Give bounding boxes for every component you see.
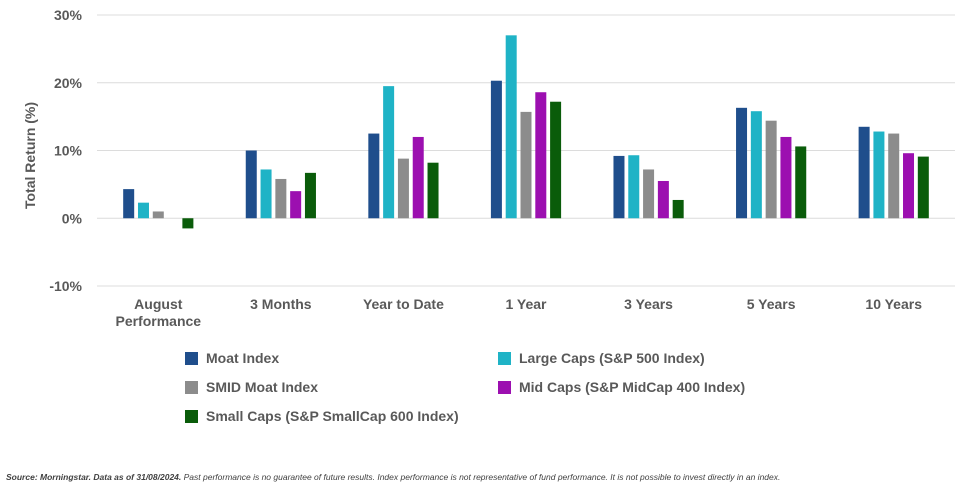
legend-swatch (498, 380, 511, 394)
bar (672, 199, 684, 219)
bar (427, 162, 439, 219)
legend-item-large-caps: Large Caps (S&P 500 Index) (498, 350, 705, 366)
bar (888, 133, 900, 219)
bar (490, 80, 502, 219)
bar (780, 136, 792, 219)
bar (795, 146, 807, 219)
y-axis-label: Total Return (%) (22, 102, 38, 209)
legend-label: Large Caps (S&P 500 Index) (519, 350, 705, 366)
bar (505, 35, 517, 219)
legend-item-moat-index: Moat Index (185, 350, 279, 366)
bar (873, 131, 885, 219)
bar (412, 136, 424, 219)
bar (643, 169, 655, 219)
bar (736, 107, 748, 219)
legend-item-smid-moat-index: SMID Moat Index (185, 379, 318, 395)
bar (858, 126, 870, 219)
bar (657, 180, 669, 219)
source-text: Past performance is no guarantee of futu… (181, 472, 781, 482)
bar (613, 155, 625, 219)
bar (368, 133, 380, 219)
legend: Moat Index Large Caps (S&P 500 Index) SM… (185, 350, 825, 430)
legend-item-small-caps: Small Caps (S&P SmallCap 600 Index) (185, 408, 459, 424)
legend-label: SMID Moat Index (206, 379, 319, 395)
bar (917, 156, 929, 219)
y-tick-label: 10% (54, 143, 83, 159)
y-tick-label: 0% (62, 210, 83, 226)
bar (304, 172, 316, 219)
x-tick-label: 3 Months (250, 296, 312, 312)
bar (275, 178, 287, 219)
y-tick-label: 20% (54, 75, 83, 91)
legend-swatch (185, 409, 198, 423)
legend-label: Small Caps (S&P SmallCap 600 Index) (206, 408, 459, 424)
bar (182, 218, 194, 229)
bar (550, 101, 562, 219)
y-tick-label: 30% (54, 7, 83, 23)
bar (245, 150, 257, 219)
bar (397, 158, 409, 219)
x-tick-label: 10 Years (865, 296, 922, 312)
bar (628, 155, 640, 219)
source-bold: Source: Morningstar. Data as of 31/08/20… (6, 472, 182, 482)
legend-swatch (185, 380, 198, 394)
bar (535, 92, 547, 219)
bar (137, 202, 149, 219)
legend-swatch (498, 351, 511, 365)
bar (903, 153, 915, 219)
legend-label: Moat Index (206, 350, 280, 366)
y-axis-ticks: -10% 0% 10% 20% 30% (49, 7, 82, 294)
bar (290, 191, 302, 219)
bar-chart: -10% 0% 10% 20% 30% Total Return (%) August P… (22, 7, 955, 329)
bar (123, 189, 135, 219)
x-tick-label: 3 Years (624, 296, 673, 312)
x-axis-categories: August Performance 3 Months Year to Date 1 Y… (115, 296, 922, 329)
legend-item-mid-caps: Mid Caps (S&P MidCap 400 Index) (498, 379, 745, 395)
bar (765, 120, 777, 219)
bar (383, 86, 395, 219)
bar (750, 111, 762, 219)
bars (123, 35, 929, 229)
legend-swatch (185, 351, 198, 365)
x-tick-label: 1 Year (505, 296, 547, 312)
x-tick-label: 5 Years (747, 296, 796, 312)
legend-label: Mid Caps (S&P MidCap 400 Index) (519, 379, 746, 395)
x-tick-label: Year to Date (363, 296, 444, 312)
bar (520, 111, 532, 219)
bar (260, 169, 272, 219)
source-footnote: Source: Morningstar. Data as of 31/08/20… (6, 472, 956, 482)
y-tick-label: -10% (49, 278, 82, 294)
x-tick-label: August Performance (115, 296, 201, 329)
bar (152, 211, 164, 219)
